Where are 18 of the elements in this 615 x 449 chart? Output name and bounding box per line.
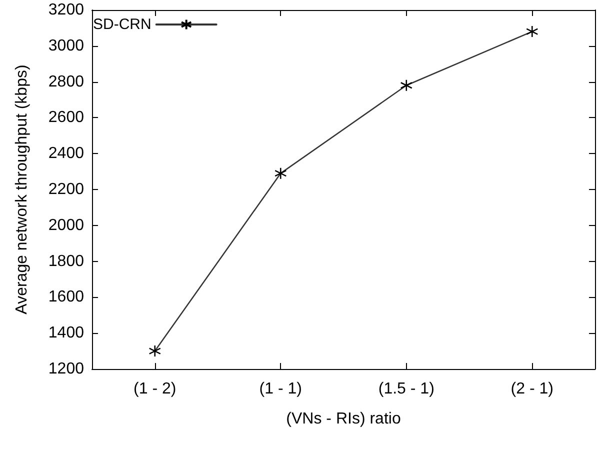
y-axis-title: Average network throughput (kbps) xyxy=(14,64,30,314)
y-tick-label: 2600 xyxy=(48,109,84,126)
x-axis-title: (VNs - RIs) ratio xyxy=(286,410,401,428)
y-tick-label: 3200 xyxy=(48,2,84,18)
y-tick-label: 2800 xyxy=(48,73,84,90)
y-tick-label: 1200 xyxy=(48,360,84,378)
legend-label: SD-CRN xyxy=(92,16,152,33)
y-tick-label: 1400 xyxy=(48,324,84,342)
x-tick-label: (1 - 2) xyxy=(134,380,176,398)
y-tick-label: 2200 xyxy=(48,181,84,198)
y-tick-label: 1600 xyxy=(48,288,84,306)
x-tick-label: (1 - 1) xyxy=(259,380,302,398)
y-tick-label: 2000 xyxy=(48,216,84,234)
y-tick-label: 1800 xyxy=(48,252,84,270)
x-tick-label: (1.5 - 1) xyxy=(378,380,434,398)
y-tick-label: 2400 xyxy=(48,145,84,162)
y-tick-label: 3000 xyxy=(48,37,84,54)
x-tick-label: (2 - 1) xyxy=(510,380,554,398)
